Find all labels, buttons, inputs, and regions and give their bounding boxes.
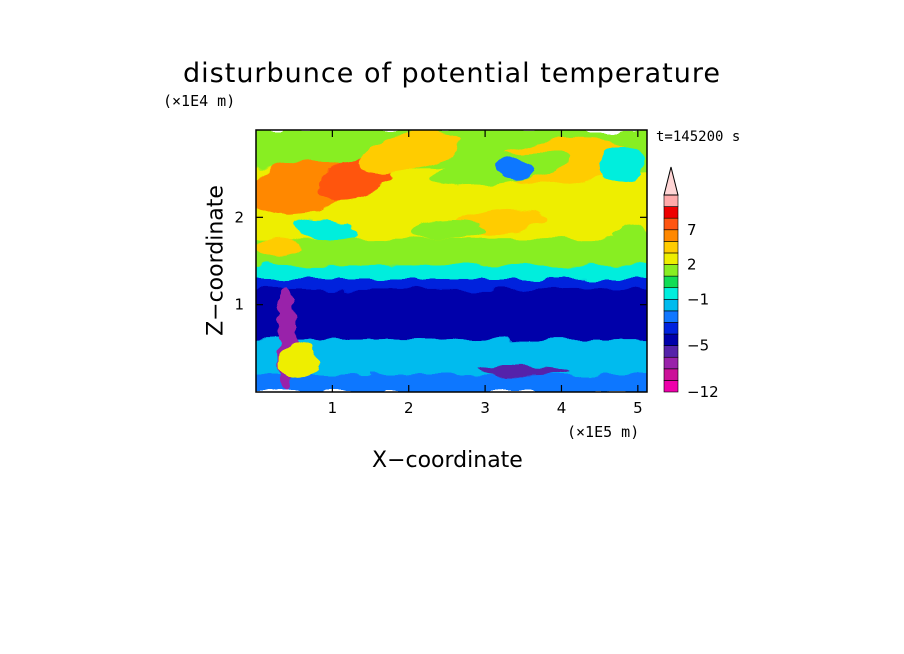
colorbar-swatch bbox=[663, 252, 679, 265]
blob-orange-low bbox=[256, 237, 302, 259]
band-green bbox=[256, 239, 647, 270]
colorbar-swatch bbox=[663, 380, 679, 393]
contour-field bbox=[256, 130, 647, 392]
blob-plume-yellow bbox=[278, 343, 318, 379]
x-tick-label: 5 bbox=[633, 399, 643, 417]
colorbar-label: 7 bbox=[687, 221, 697, 239]
colorbar-swatch bbox=[663, 241, 679, 254]
colorbar-swatch bbox=[663, 356, 679, 370]
plot-frame bbox=[255, 129, 648, 393]
colorbar-swatch bbox=[663, 229, 679, 242]
colorbar-swatch bbox=[663, 206, 679, 219]
x-tick-label: 4 bbox=[557, 399, 567, 417]
time-label: t=145200 s bbox=[656, 129, 741, 145]
x-axis-unit: (×1E5 m) bbox=[567, 423, 640, 441]
colorbar-swatch bbox=[663, 333, 679, 346]
x-tick-label: 1 bbox=[328, 399, 338, 417]
blob-blue-core bbox=[496, 158, 535, 180]
blob-cyan-right bbox=[599, 145, 646, 185]
colorbar-label: −1 bbox=[687, 290, 709, 308]
colorbar-swatch bbox=[663, 345, 679, 358]
colorbar-swatch bbox=[663, 322, 679, 335]
y-axis-unit: (×1E4 m) bbox=[163, 92, 236, 110]
colorbar-swatch bbox=[663, 310, 679, 323]
x-tick-label: 2 bbox=[404, 399, 414, 417]
y-tick-label: 2 bbox=[234, 208, 244, 226]
colorbar-label: 2 bbox=[687, 256, 697, 274]
colorbar-swatch bbox=[663, 287, 679, 300]
chart-title: disturbunce of potential temperature bbox=[183, 58, 721, 89]
colorbar-swatch bbox=[663, 275, 679, 289]
axis-ticks: 1 2 3 4 5 1 2 bbox=[234, 130, 647, 417]
colorbar-swatch bbox=[663, 194, 679, 207]
blob-bottom-streak bbox=[477, 364, 570, 376]
blob-cyan-left bbox=[294, 218, 355, 243]
blob-green-right bbox=[614, 224, 646, 246]
blob-orange-top bbox=[356, 131, 462, 173]
band-bottom-blue bbox=[256, 374, 647, 392]
colorbar-swatch bbox=[663, 298, 679, 312]
blob-green-mid bbox=[408, 221, 486, 240]
contour-bands bbox=[256, 130, 647, 392]
band-dark-blue bbox=[256, 288, 647, 344]
colorbar-swatch bbox=[663, 264, 679, 277]
colorbar-label: −5 bbox=[687, 337, 709, 355]
colorbar-swatch bbox=[663, 217, 679, 231]
colorbar: 7 2 −1 −5 −12 bbox=[663, 166, 719, 401]
colorbar-swatch bbox=[663, 368, 679, 381]
band-lower-cyan bbox=[256, 339, 647, 379]
x-tick-label: 3 bbox=[480, 399, 490, 417]
colorbar-extend-arrow bbox=[663, 166, 679, 196]
colorbar-label: −12 bbox=[687, 383, 719, 401]
y-tick-label: 1 bbox=[234, 296, 244, 314]
x-axis-label: X−coordinate bbox=[372, 448, 523, 473]
